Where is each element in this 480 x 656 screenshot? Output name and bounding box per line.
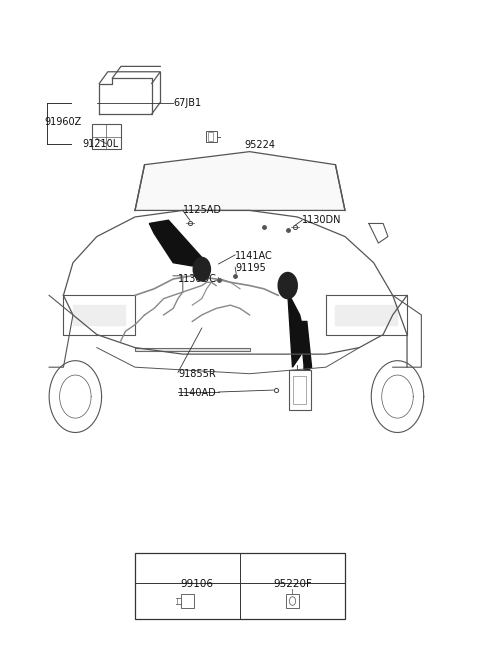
Bar [181, 594, 194, 608]
Bar [92, 124, 120, 149]
Text: 91855R: 91855R [178, 369, 216, 379]
Polygon shape [300, 321, 312, 374]
Text: 99106: 99106 [180, 579, 214, 589]
Text: 95224: 95224 [245, 140, 276, 150]
Text: 1140AD: 1140AD [178, 388, 216, 398]
Text: 1141AC: 1141AC [235, 251, 273, 261]
Text: 1130DC: 1130DC [178, 274, 217, 284]
Text: 1125AD: 1125AD [183, 205, 222, 215]
Bar [286, 594, 299, 608]
Circle shape [278, 272, 297, 298]
Polygon shape [288, 292, 307, 367]
Polygon shape [135, 348, 250, 351]
Text: 1130DN: 1130DN [302, 215, 342, 225]
Polygon shape [73, 305, 125, 325]
Text: 67JB1: 67JB1 [173, 98, 201, 108]
Text: 91960Z: 91960Z [44, 117, 82, 127]
Polygon shape [149, 220, 202, 266]
Bar [293, 376, 306, 405]
Polygon shape [135, 152, 345, 211]
Bar [135, 554, 345, 619]
Bar [207, 133, 213, 140]
Circle shape [193, 257, 210, 281]
Text: 95220F: 95220F [273, 579, 312, 589]
Polygon shape [336, 305, 397, 325]
Bar [206, 131, 216, 142]
Text: 91195: 91195 [235, 263, 266, 273]
Bar [289, 371, 311, 409]
Text: 91210L: 91210L [83, 139, 119, 149]
